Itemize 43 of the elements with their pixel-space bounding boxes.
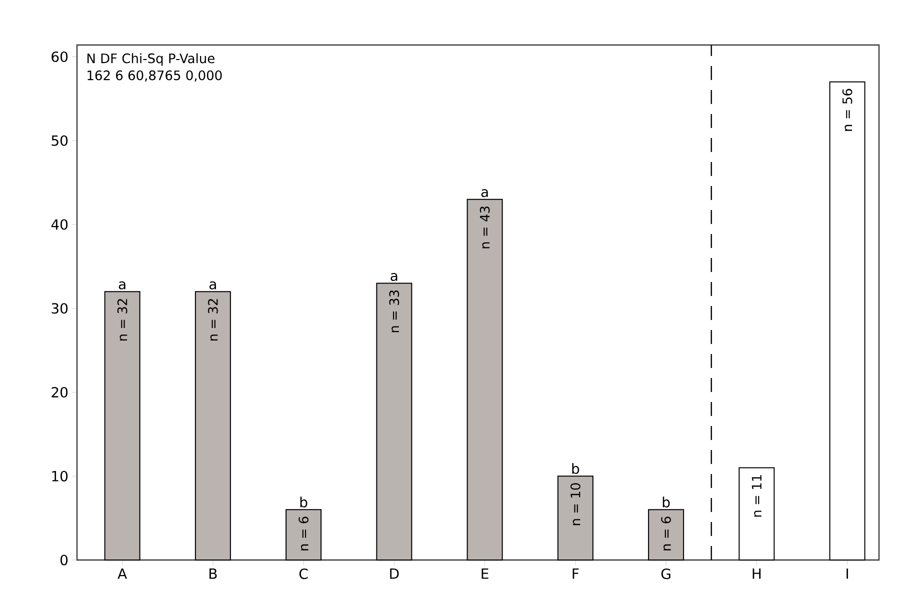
annotation: a: [390, 272, 398, 282]
annotation: b: [300, 496, 308, 508]
y-tick-label: 50: [52, 135, 68, 146]
x-tick-label: C: [299, 568, 308, 580]
x-tick-label: H: [752, 568, 761, 579]
bar: [738, 467, 775, 560]
bar: [466, 198, 503, 560]
y-tick-label: 10: [52, 470, 68, 482]
bar: [286, 509, 322, 560]
x-tick-label: G: [661, 568, 670, 580]
y-tick-label: 0: [60, 554, 68, 566]
annotation: n = 10: [570, 483, 580, 526]
annotation: a: [481, 189, 488, 198]
annotation: b: [662, 496, 670, 508]
x-tick-label: A: [118, 568, 127, 579]
x-tick-label: I: [846, 568, 848, 579]
annotation: n = 32: [208, 299, 218, 341]
annotation: n = 56: [842, 88, 852, 131]
annotation: n = 11: [752, 475, 762, 517]
annotation: a: [209, 281, 216, 290]
annotation: b: [572, 463, 580, 474]
x-tick-label: F: [572, 568, 579, 579]
annotation: n = 6: [661, 516, 671, 550]
annotation: n = 32: [117, 299, 128, 341]
x-tick-label: B: [210, 568, 217, 579]
annotation: n = 6: [298, 516, 308, 550]
bar: [557, 476, 594, 560]
annotation: n = 33: [389, 290, 400, 332]
x-tick-label: E: [482, 568, 488, 579]
bar: [104, 291, 140, 560]
y-tick-label: 60: [52, 51, 68, 62]
annotation: 162 6 60,8765 0,000: [88, 70, 222, 82]
bar: [376, 282, 412, 560]
bar: [648, 509, 684, 560]
bar: [194, 291, 231, 560]
y-tick-label: 30: [52, 303, 68, 314]
x-tick-label: D: [390, 568, 399, 579]
bar: [829, 81, 866, 560]
annotation: a: [118, 281, 126, 290]
y-tick-label: 20: [52, 386, 68, 398]
y-tick-label: 40: [51, 219, 68, 230]
annotation: n = 43: [480, 206, 490, 248]
annotation: N DF Chi-Sq P-Value: [87, 53, 214, 66]
